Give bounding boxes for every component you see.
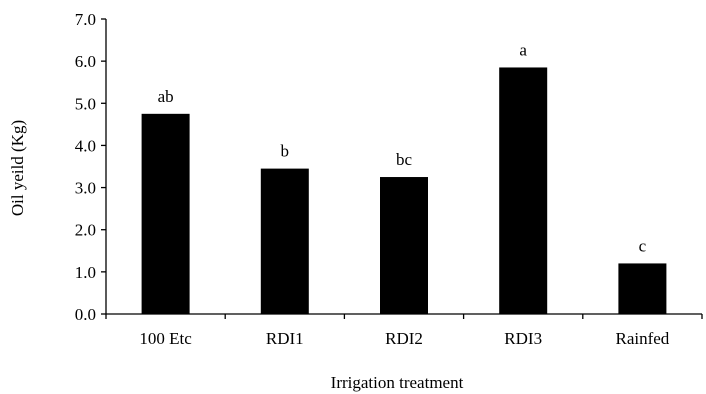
x-axis-title: Irrigation treatment xyxy=(331,373,464,392)
bar xyxy=(260,168,309,314)
y-axis-title: Oil yeild (Kg) xyxy=(8,120,27,216)
bar xyxy=(141,113,190,314)
x-tick-label: Rainfed xyxy=(615,329,669,348)
x-axis-ticks: 100 Etc RDI1 RDI2 RDI3 Rainfed xyxy=(105,314,703,348)
y-tick-label: 7.0 xyxy=(75,10,96,29)
bar xyxy=(380,177,428,314)
bar-data-label: a xyxy=(519,40,527,59)
x-tick-label: RDI2 xyxy=(385,329,423,348)
y-tick-label: 2.0 xyxy=(75,221,96,240)
bar xyxy=(499,67,548,314)
bars xyxy=(141,67,667,314)
bar-significance-labels: ab b bc a c xyxy=(158,40,647,255)
y-tick-label: 4.0 xyxy=(75,136,96,155)
y-axis-ticks: 0.0 1.0 2.0 3.0 4.0 5.0 6.0 7.0 xyxy=(75,10,106,324)
bar-data-label: ab xyxy=(158,87,174,106)
bar-data-label: bc xyxy=(396,150,413,169)
x-tick-label: RDI1 xyxy=(266,329,304,348)
x-tick-label: RDI3 xyxy=(504,329,542,348)
y-tick-label: 3.0 xyxy=(75,179,96,198)
y-tick-label: 0.0 xyxy=(75,305,96,324)
bar-data-label: c xyxy=(639,236,647,255)
bar-data-label: b xyxy=(281,142,290,161)
y-tick-label: 5.0 xyxy=(75,94,96,113)
y-tick-label: 6.0 xyxy=(75,52,96,71)
y-tick-label: 1.0 xyxy=(75,263,96,282)
x-tick-label: 100 Etc xyxy=(139,329,192,348)
bar xyxy=(618,263,667,314)
